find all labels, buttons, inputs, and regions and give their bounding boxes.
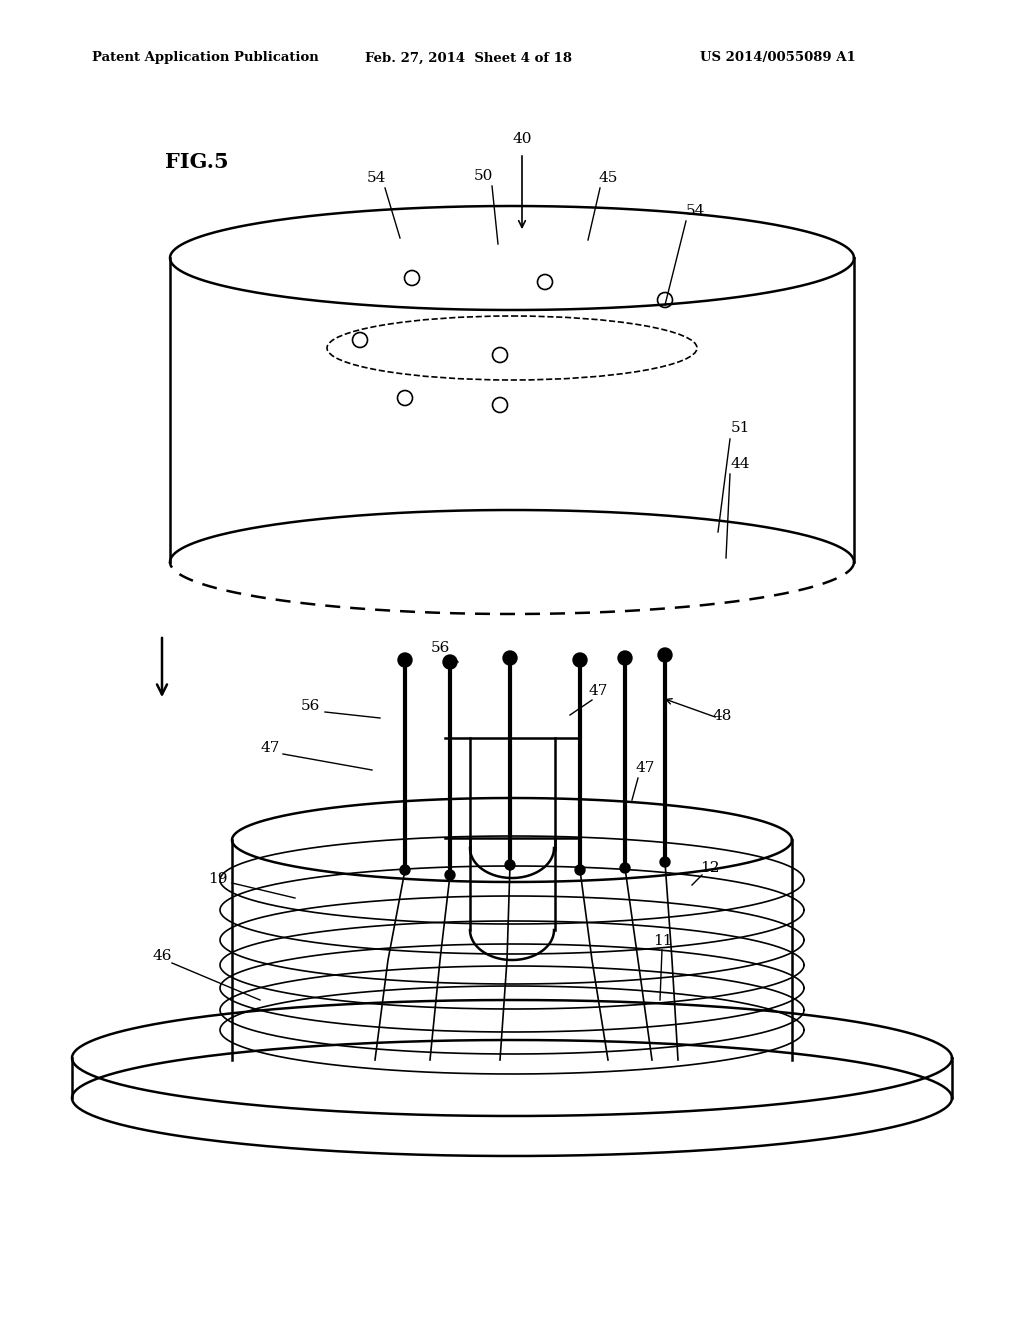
Text: 45: 45: [598, 172, 617, 185]
Text: 19: 19: [208, 873, 227, 886]
Text: 54: 54: [685, 205, 705, 218]
Text: US 2014/0055089 A1: US 2014/0055089 A1: [700, 51, 856, 65]
Circle shape: [620, 863, 630, 873]
Text: FIG.5: FIG.5: [165, 152, 228, 172]
Text: 56: 56: [300, 700, 319, 713]
Text: 50: 50: [473, 169, 493, 183]
Text: Feb. 27, 2014  Sheet 4 of 18: Feb. 27, 2014 Sheet 4 of 18: [365, 51, 572, 65]
Circle shape: [575, 865, 585, 875]
Circle shape: [443, 655, 457, 669]
Text: 51: 51: [730, 421, 750, 436]
Text: 47: 47: [635, 762, 654, 775]
Text: 54: 54: [367, 172, 386, 185]
Circle shape: [573, 653, 587, 667]
Text: 46: 46: [153, 949, 172, 964]
Text: 47: 47: [260, 741, 280, 755]
Circle shape: [618, 651, 632, 665]
Text: 11: 11: [653, 935, 673, 948]
Circle shape: [658, 648, 672, 663]
Circle shape: [445, 870, 455, 880]
Text: 40: 40: [512, 132, 531, 147]
Circle shape: [400, 865, 410, 875]
Text: 48: 48: [713, 709, 732, 723]
Text: Patent Application Publication: Patent Application Publication: [92, 51, 318, 65]
Circle shape: [505, 861, 515, 870]
Circle shape: [503, 651, 517, 665]
Text: 47: 47: [589, 684, 607, 698]
Text: 56: 56: [430, 642, 450, 655]
Circle shape: [660, 857, 670, 867]
Circle shape: [398, 653, 412, 667]
Text: 44: 44: [730, 457, 750, 471]
Text: 12: 12: [700, 861, 720, 875]
